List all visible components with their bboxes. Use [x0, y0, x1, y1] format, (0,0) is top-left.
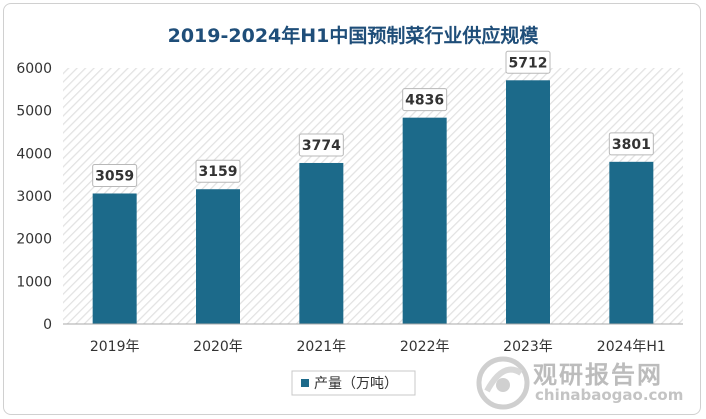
data-label-box [505, 50, 551, 74]
bar-series: 3059 3159 3774 4836 5712 3801 [92, 50, 654, 325]
bar [92, 193, 137, 324]
data-label-box [402, 88, 448, 112]
plot-area [63, 68, 683, 324]
data-label-box [298, 133, 344, 157]
watermark-brand: 观研报告网 [533, 361, 663, 389]
data-label: 4836 [405, 93, 444, 109]
data-label-box [608, 132, 654, 156]
legend-box [291, 370, 416, 396]
data-label-box [195, 159, 241, 183]
y-tick-label: 3000 [16, 189, 52, 205]
y-tick-label: 5000 [16, 104, 52, 120]
watermark-url: chinabaogao.com [535, 386, 684, 404]
y-tick-label: 4000 [16, 146, 52, 162]
chart-title: 2019-2024年H1中国预制菜行业供应规模 [168, 24, 540, 47]
y-tick-label: 0 [43, 317, 52, 333]
x-tick-label: 2024年H1 [597, 339, 666, 355]
x-tick-label: 2020年 [193, 339, 243, 355]
watermark-logo-icon [476, 356, 530, 410]
bar [196, 189, 240, 324]
bar [609, 161, 654, 324]
x-tick-label: 2023年 [503, 339, 553, 355]
legend-label: 产量（万吨） [314, 376, 398, 392]
legend-swatch [301, 379, 309, 387]
bar [299, 162, 344, 324]
legend: 产量（万吨） [291, 370, 416, 396]
data-label: 3159 [199, 164, 238, 180]
x-tick-label: 2021年 [297, 339, 347, 355]
data-label: 5712 [509, 55, 548, 71]
data-label: 3059 [95, 168, 134, 184]
y-tick-label: 2000 [16, 232, 52, 248]
y-tick-label: 6000 [16, 61, 52, 77]
x-tick-label: 2022年 [400, 339, 450, 355]
x-tick-label: 2019年 [90, 339, 140, 355]
x-axis: 2019年 2020年 2021年 2022年 2023年 2024年H1 [90, 339, 666, 355]
bar [402, 117, 447, 324]
data-label: 3801 [612, 137, 651, 153]
bar [506, 80, 550, 325]
data-label: 3774 [302, 138, 341, 154]
data-label-box [92, 163, 138, 187]
y-axis: 0 1000 2000 3000 4000 5000 6000 [16, 61, 52, 333]
y-tick-label: 1000 [16, 274, 52, 290]
watermark: 观研报告网 chinabaogao.com [475, 355, 700, 413]
